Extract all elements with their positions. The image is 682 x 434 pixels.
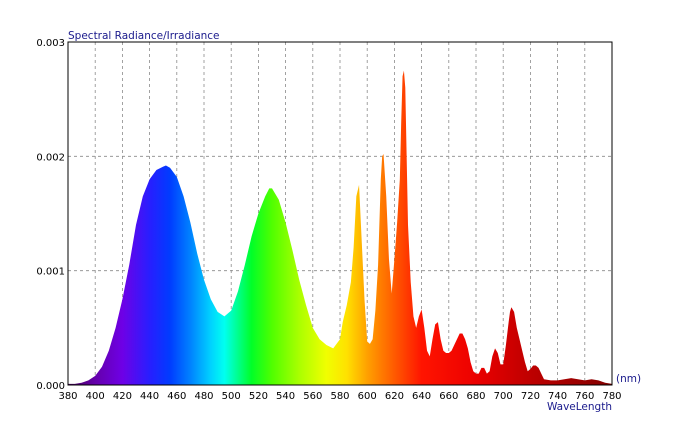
x-tick-label: 500 [222, 391, 241, 402]
y-tick-label: 0.003 [36, 38, 65, 49]
x-tick-label: 400 [86, 391, 105, 402]
y-axis-title: Spectral Radiance/Irradiance [68, 30, 220, 42]
x-tick-label: 440 [140, 391, 159, 402]
x-tick-label: 420 [113, 391, 132, 402]
x-tick-label: 660 [439, 391, 458, 402]
x-tick-label: 560 [303, 391, 322, 402]
x-tick-label: 740 [548, 391, 567, 402]
y-tick-label: 0.000 [36, 381, 65, 392]
x-tick-label: 680 [466, 391, 485, 402]
x-tick-label: 580 [330, 391, 349, 402]
x-tick-label: 600 [358, 391, 377, 402]
x-tick-label: 520 [249, 391, 268, 402]
x-tick-label: 780 [602, 391, 621, 402]
x-tick-label: 720 [521, 391, 540, 402]
x-tick-label: 700 [494, 391, 513, 402]
y-axis-ticks: 0.000 0.001 0.002 0.003 [36, 38, 65, 392]
x-tick-label: 640 [412, 391, 431, 402]
plot-frame [67, 41, 613, 386]
x-axis-ticks: 380 400 420 440 460 480 500 520 540 560 580 600 620 6… [58, 391, 621, 402]
x-tick-label: 480 [194, 391, 213, 402]
spectrum-area [68, 70, 612, 385]
x-axis-title: WaveLength [547, 401, 612, 413]
x-tick-label: 620 [385, 391, 404, 402]
x-tick-label: 540 [276, 391, 295, 402]
x-axis-unit: (nm) [616, 373, 641, 385]
x-tick-label: 380 [58, 391, 77, 402]
x-tick-label: 760 [575, 391, 594, 402]
y-tick-label: 0.001 [36, 267, 65, 278]
x-tick-label: 460 [167, 391, 186, 402]
y-tick-label: 0.002 [36, 152, 65, 163]
